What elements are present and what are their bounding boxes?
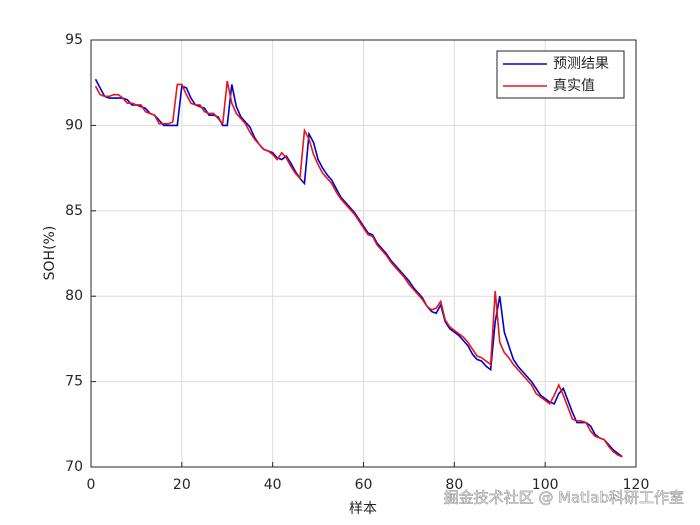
- x-tick-label: 40: [264, 477, 282, 493]
- y-tick-label: 70: [65, 459, 83, 475]
- x-tick-label: 100: [532, 477, 559, 493]
- y-tick-label: 90: [65, 117, 83, 133]
- y-tick-label: 80: [65, 288, 83, 304]
- x-tick-label: 20: [173, 477, 191, 493]
- x-tick-label: 80: [445, 477, 463, 493]
- x-axis-label: 样本: [349, 501, 377, 517]
- x-tick-label: 120: [623, 477, 650, 493]
- legend-label: 真实值: [553, 78, 595, 94]
- legend-label: 预测结果: [553, 56, 609, 72]
- y-axis-label: SOH(%): [42, 226, 58, 281]
- y-tick-label: 95: [65, 32, 83, 48]
- lines: [94, 78, 623, 458]
- legend-box: [496, 50, 625, 99]
- y-tick-label: 85: [65, 203, 83, 219]
- x-tick-label: 0: [87, 477, 96, 493]
- x-tick-label: 60: [355, 477, 373, 493]
- watermark: 掘金技术社区 @ Matlab科研工作室: [444, 489, 684, 507]
- y-tick-label: 75: [65, 374, 83, 390]
- series-line: [94, 80, 623, 458]
- ticks: 0 20 40 60 80 100 120 70 75 80 85 90 95: [65, 32, 649, 493]
